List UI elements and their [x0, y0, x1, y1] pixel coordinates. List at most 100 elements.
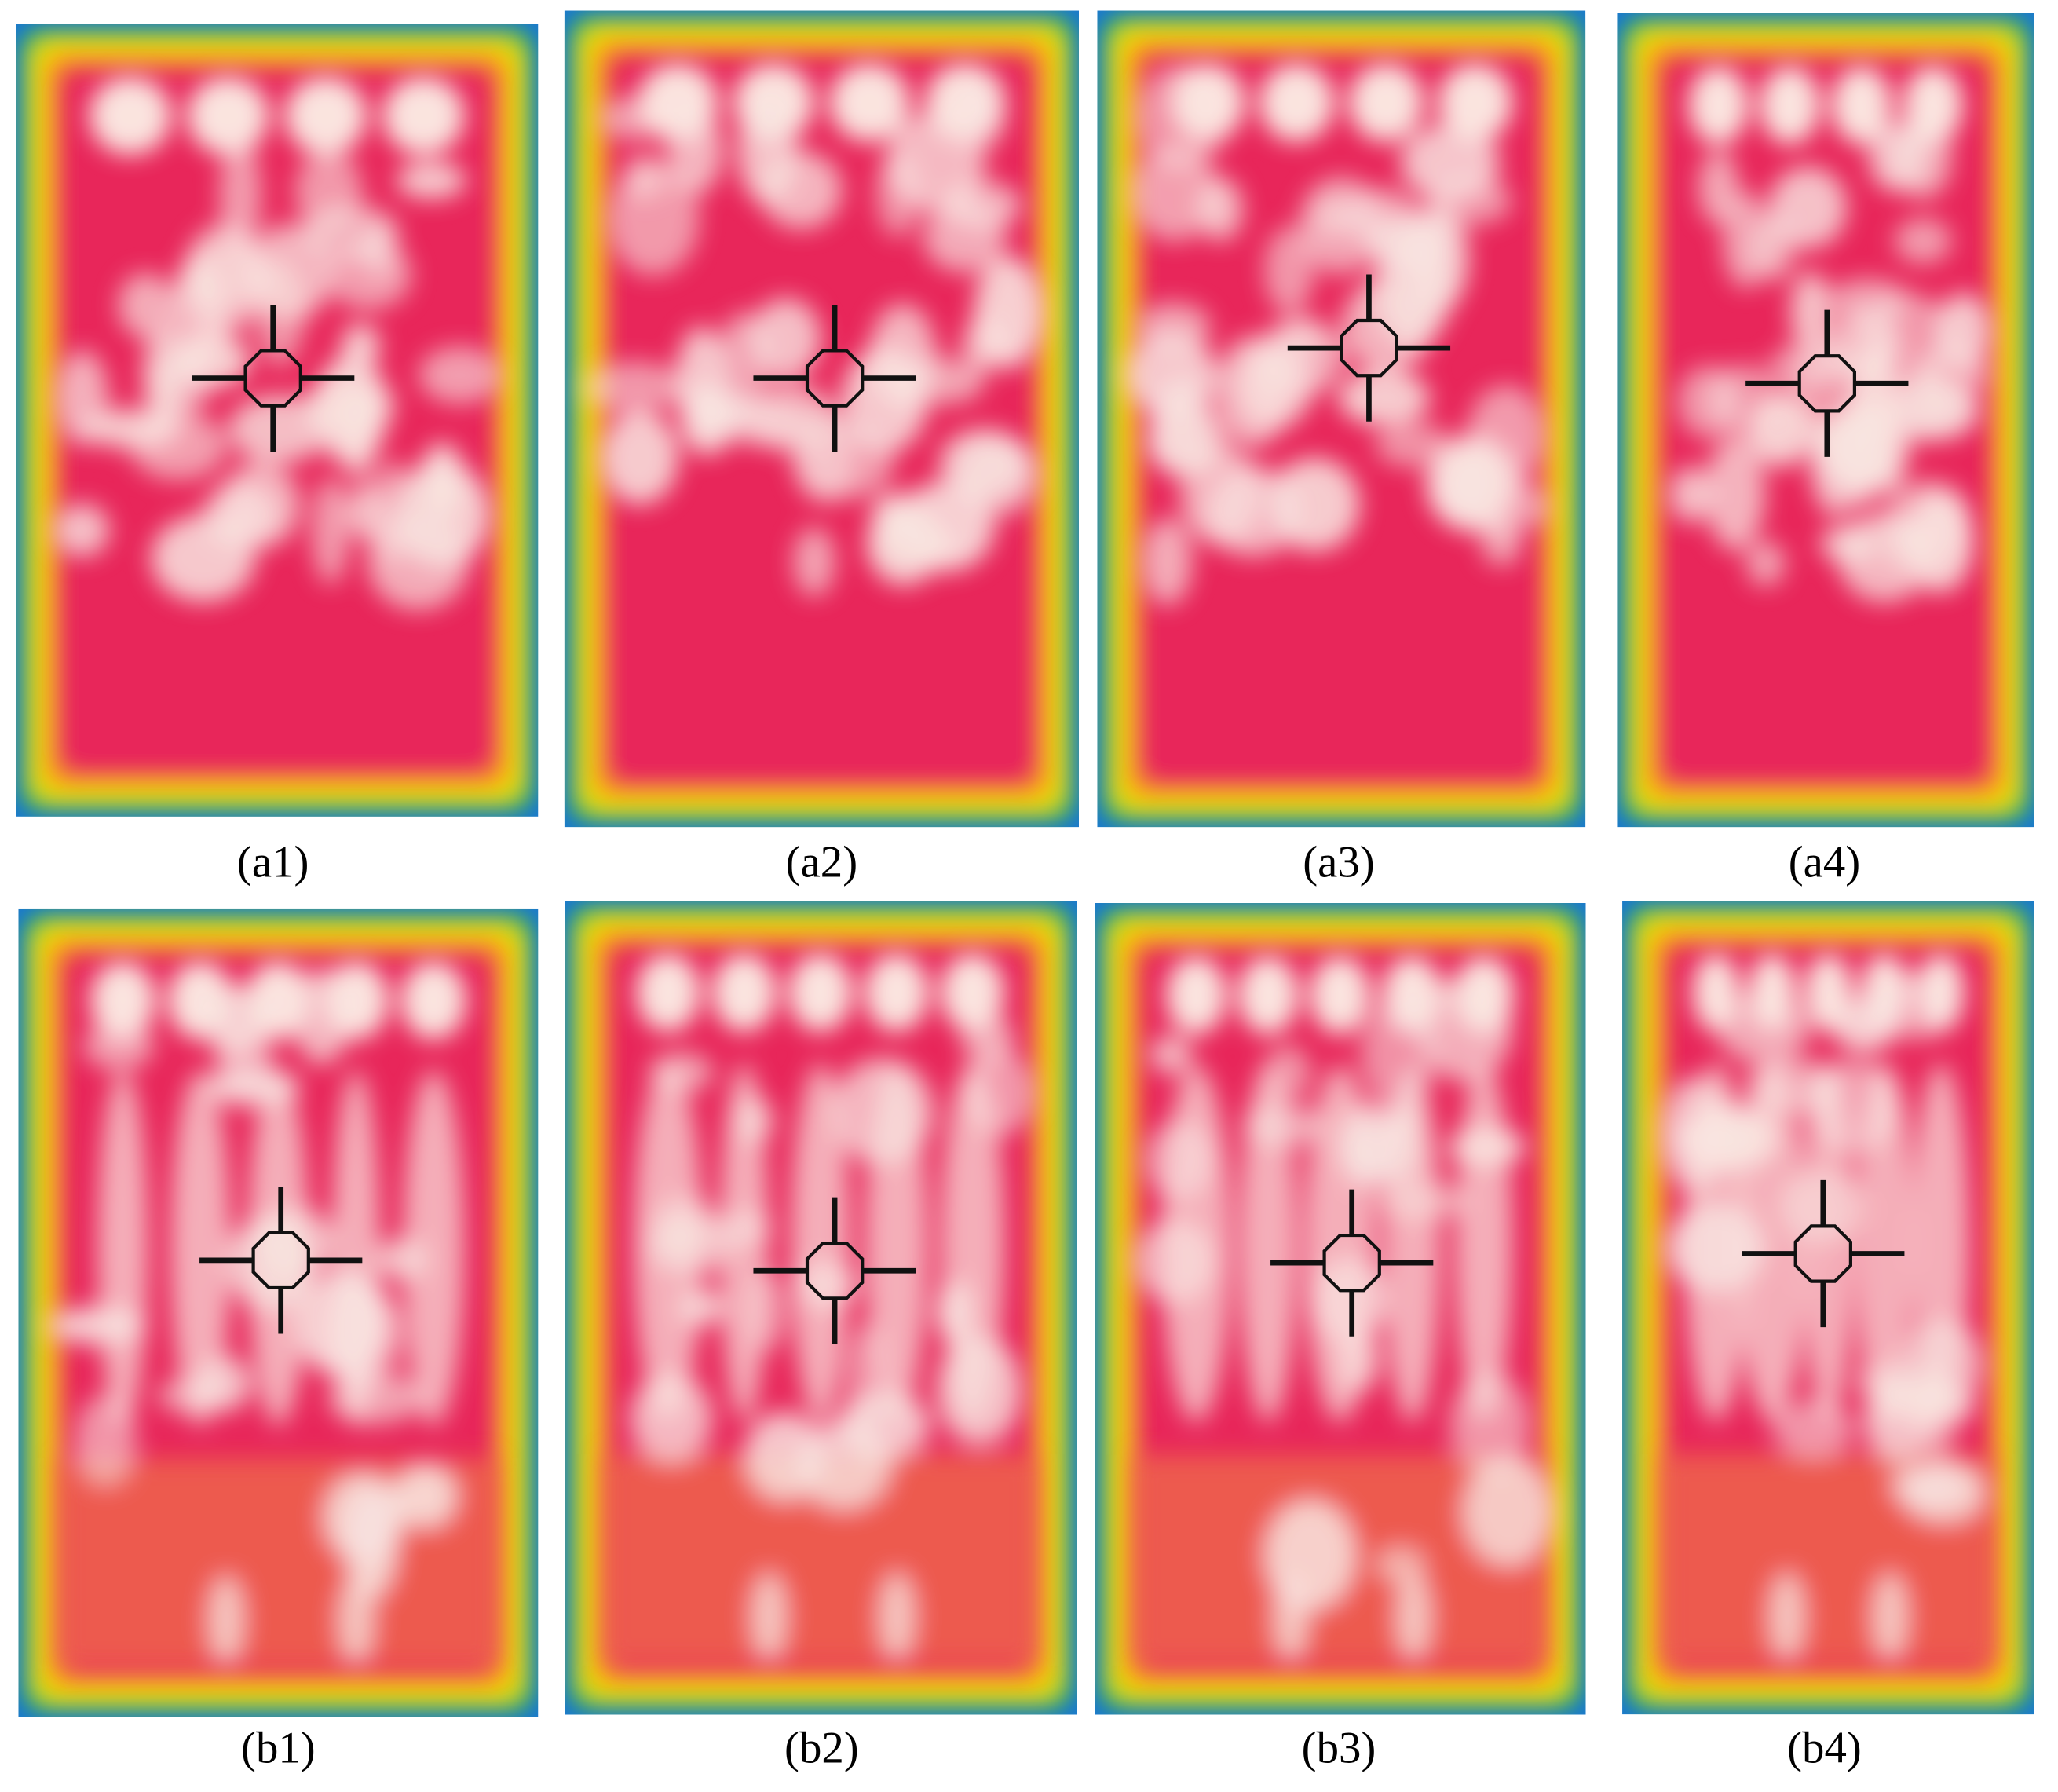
thermal-image — [18, 908, 539, 1717]
blotches — [1668, 65, 1992, 603]
hot-spot — [396, 162, 466, 199]
hot-spot — [293, 968, 351, 1066]
hot-spot — [1418, 976, 1513, 1082]
hot-spot — [1237, 956, 1299, 1035]
hot-spot — [203, 986, 268, 1055]
image-content — [1095, 903, 1586, 1715]
hot-spot — [1242, 1103, 1323, 1148]
hot-spot — [1124, 331, 1218, 419]
hot-spot — [751, 298, 821, 380]
crosshair — [753, 304, 916, 452]
hot-spot — [143, 326, 184, 424]
hot-spot — [1141, 517, 1193, 605]
hot-spot — [935, 1280, 973, 1344]
hot-spot — [1360, 999, 1436, 1110]
hot-spot — [636, 953, 700, 1033]
crosshair — [1745, 309, 1909, 457]
crosshair-ring — [805, 349, 865, 408]
streak — [170, 1070, 231, 1426]
hot-spot — [219, 137, 262, 254]
streak — [1455, 1065, 1513, 1423]
hot-spot — [1871, 1572, 1909, 1662]
crosshair — [192, 304, 355, 452]
hot-spot — [130, 411, 228, 481]
hot-spot — [419, 346, 503, 404]
hot-spot — [1366, 212, 1453, 276]
hot-spot — [90, 960, 156, 1040]
hot-spot — [599, 96, 664, 141]
hot-spot — [649, 1051, 714, 1093]
hot-spot — [367, 513, 470, 610]
hot-spot — [1142, 1121, 1215, 1201]
crosshair-ring — [1797, 354, 1856, 413]
panel-label: (a3) — [1303, 837, 1375, 887]
image-content — [16, 24, 539, 817]
hot-spot — [1936, 292, 1992, 371]
hot-spot — [1685, 1103, 1780, 1172]
streak — [97, 1070, 148, 1426]
hot-spot — [1446, 440, 1497, 522]
thermal-image — [564, 900, 1077, 1715]
panel-label: (a4) — [1789, 837, 1861, 887]
hot-spot — [796, 1421, 892, 1511]
hot-spot — [1263, 1044, 1312, 1101]
thermal-image — [1617, 13, 2034, 828]
hot-spot — [1790, 271, 1831, 353]
hot-spot — [1259, 63, 1335, 142]
hot-spot — [1299, 177, 1384, 275]
hot-spot — [879, 1572, 916, 1662]
hot-spot — [788, 953, 853, 1033]
hot-spot — [1665, 1203, 1766, 1293]
hot-spot — [345, 1487, 398, 1600]
blotches — [46, 960, 499, 1669]
crosshair — [753, 1197, 916, 1344]
hot-spot — [1688, 65, 1749, 145]
blotches — [1659, 953, 1995, 1666]
blotches — [1132, 956, 1555, 1666]
hot-spot — [1770, 342, 1852, 388]
panel-label: (b4) — [1787, 1724, 1862, 1773]
hot-spot — [748, 1271, 787, 1352]
hot-spot — [75, 1394, 137, 1487]
hot-spot — [1869, 123, 1925, 192]
crosshair-ring — [1322, 1234, 1381, 1293]
hot-spot — [963, 1049, 1036, 1136]
panel-label: (a2) — [786, 837, 858, 887]
hot-spot — [1348, 63, 1424, 142]
hot-spot — [313, 355, 389, 464]
hot-spot — [284, 76, 367, 155]
hot-spot — [1745, 541, 1786, 587]
hot-spot — [793, 527, 835, 597]
hot-spot — [960, 82, 1006, 151]
panel-label: (b3) — [1302, 1724, 1376, 1773]
hot-spot — [1310, 956, 1371, 1035]
hot-spot — [1149, 1035, 1193, 1075]
crosshair — [1287, 274, 1451, 422]
crosshair-ring — [805, 1242, 865, 1300]
hot-spot — [1835, 387, 1884, 495]
hot-spot — [1905, 490, 1974, 593]
hot-spot — [1717, 994, 1811, 1065]
hot-spot — [118, 272, 174, 338]
hot-spot — [228, 395, 330, 463]
hot-spot — [1748, 393, 1814, 467]
hot-spot — [187, 76, 269, 155]
hot-spot — [82, 1023, 155, 1070]
hot-spot — [1745, 1059, 1841, 1113]
hot-spot — [1130, 144, 1219, 242]
hot-spot — [53, 503, 110, 558]
hot-spot — [1899, 1319, 1986, 1410]
hot-spot — [711, 399, 808, 445]
hot-spot — [629, 1373, 713, 1464]
hot-spot — [1449, 1373, 1531, 1476]
hot-spot — [867, 503, 941, 587]
hot-spot — [1134, 64, 1229, 170]
hot-spot — [1448, 1127, 1526, 1167]
hot-spot — [1760, 65, 1820, 145]
panel-label: (b2) — [784, 1724, 859, 1773]
hot-spot — [1165, 956, 1226, 1035]
hot-spot — [936, 1334, 1022, 1446]
thermal-image — [1097, 10, 1586, 828]
hot-spot — [1180, 444, 1263, 546]
